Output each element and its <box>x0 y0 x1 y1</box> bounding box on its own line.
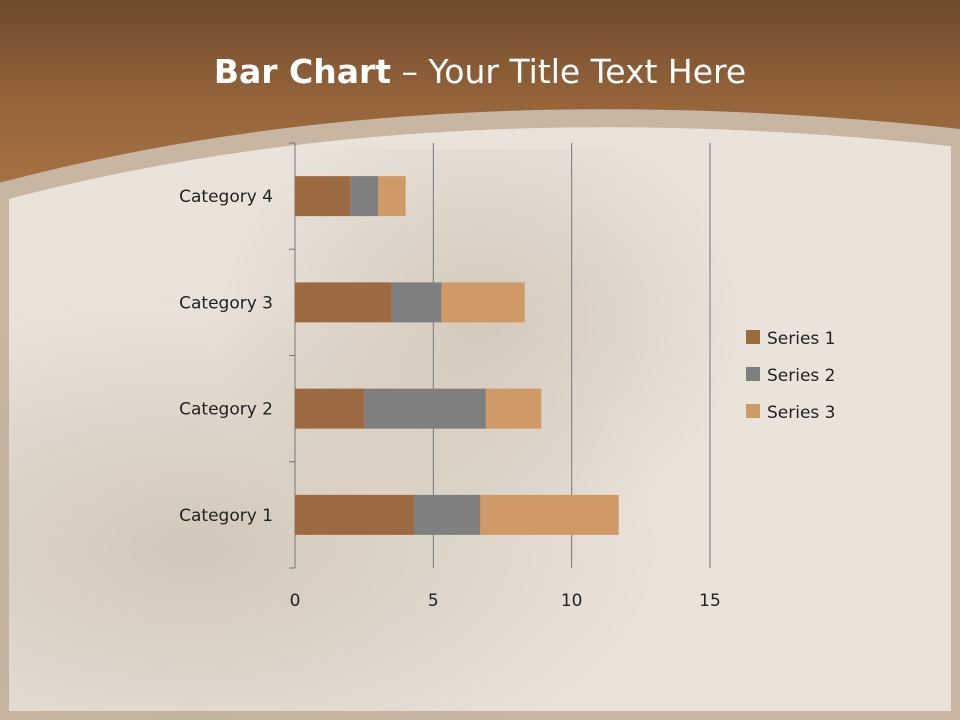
bar-series-1 <box>295 282 392 323</box>
background-photo <box>0 150 960 720</box>
bar-series-3 <box>485 388 542 429</box>
x-tick-label: 0 <box>290 591 301 611</box>
bar-series-2 <box>391 282 442 323</box>
bar-series-1 <box>295 388 365 429</box>
x-tick-label: 5 <box>428 591 439 611</box>
legend-swatch <box>746 367 760 381</box>
category-label: Category 1 <box>179 506 273 526</box>
bar-series-3 <box>480 494 619 535</box>
category-label: Category 4 <box>179 187 273 207</box>
bar-series-2 <box>350 176 378 217</box>
bar-series-2 <box>364 388 486 429</box>
bar-series-1 <box>295 494 414 535</box>
bar-series-1 <box>295 176 351 217</box>
legend-label: Series 3 <box>767 403 836 423</box>
category-label: Category 3 <box>179 293 273 313</box>
legend-swatch <box>746 404 760 418</box>
legend-label: Series 1 <box>767 329 836 349</box>
title-bold: Bar Chart <box>213 52 392 91</box>
slide-title: Bar Chart – Your Title Text Here <box>0 52 960 91</box>
bar-series-2 <box>413 494 481 535</box>
bar-series-3 <box>378 176 406 217</box>
title-rest: – Your Title Text Here <box>391 52 747 91</box>
x-tick-label: 10 <box>561 591 583 611</box>
bar-series-3 <box>441 282 525 323</box>
x-tick-label: 15 <box>699 591 721 611</box>
category-label: Category 2 <box>179 400 273 420</box>
legend-label: Series 2 <box>767 366 836 386</box>
legend-swatch <box>746 330 760 344</box>
